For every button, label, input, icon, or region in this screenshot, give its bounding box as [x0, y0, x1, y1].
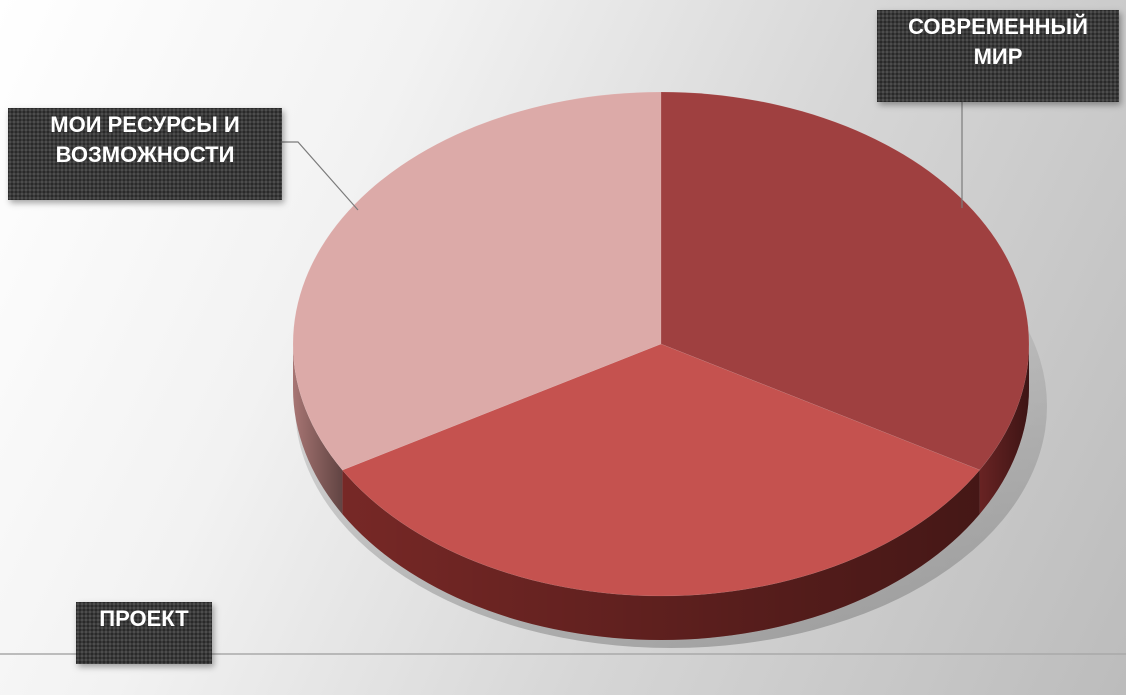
leader-line-resources: [282, 141, 359, 211]
data-label-project-text: ПРОЕКТ: [99, 606, 189, 631]
data-label-modern-world-line2: МИР: [973, 44, 1023, 69]
pie-side-shade-2-0: [293, 344, 343, 515]
data-label-resources-line2: ВОЗМОЖНОСТИ: [55, 142, 235, 167]
data-label-modern-world-line1: СОВРЕМЕННЫЙ: [908, 14, 1088, 39]
pie-slice-2: [292, 91, 662, 471]
pie-slice-0: [660, 91, 1030, 471]
pie-sides: [293, 344, 1030, 641]
pie-slice-1: [341, 343, 981, 597]
data-label-project: ПРОЕКТ: [76, 602, 212, 664]
leader-lines: [282, 102, 963, 211]
pie-side-shade-0-0: [979, 344, 1030, 514]
data-label-modern-world: СОВРЕМЕННЫЙ МИР: [877, 10, 1119, 102]
data-label-resources-line1: МОИ РЕСУРСЫ И: [50, 112, 240, 137]
pie-slices: [292, 91, 1030, 597]
data-label-resources: МОИ РЕСУРСЫ И ВОЗМОЖНОСТИ: [8, 108, 282, 200]
pie-side-shade-1-0: [342, 469, 980, 641]
